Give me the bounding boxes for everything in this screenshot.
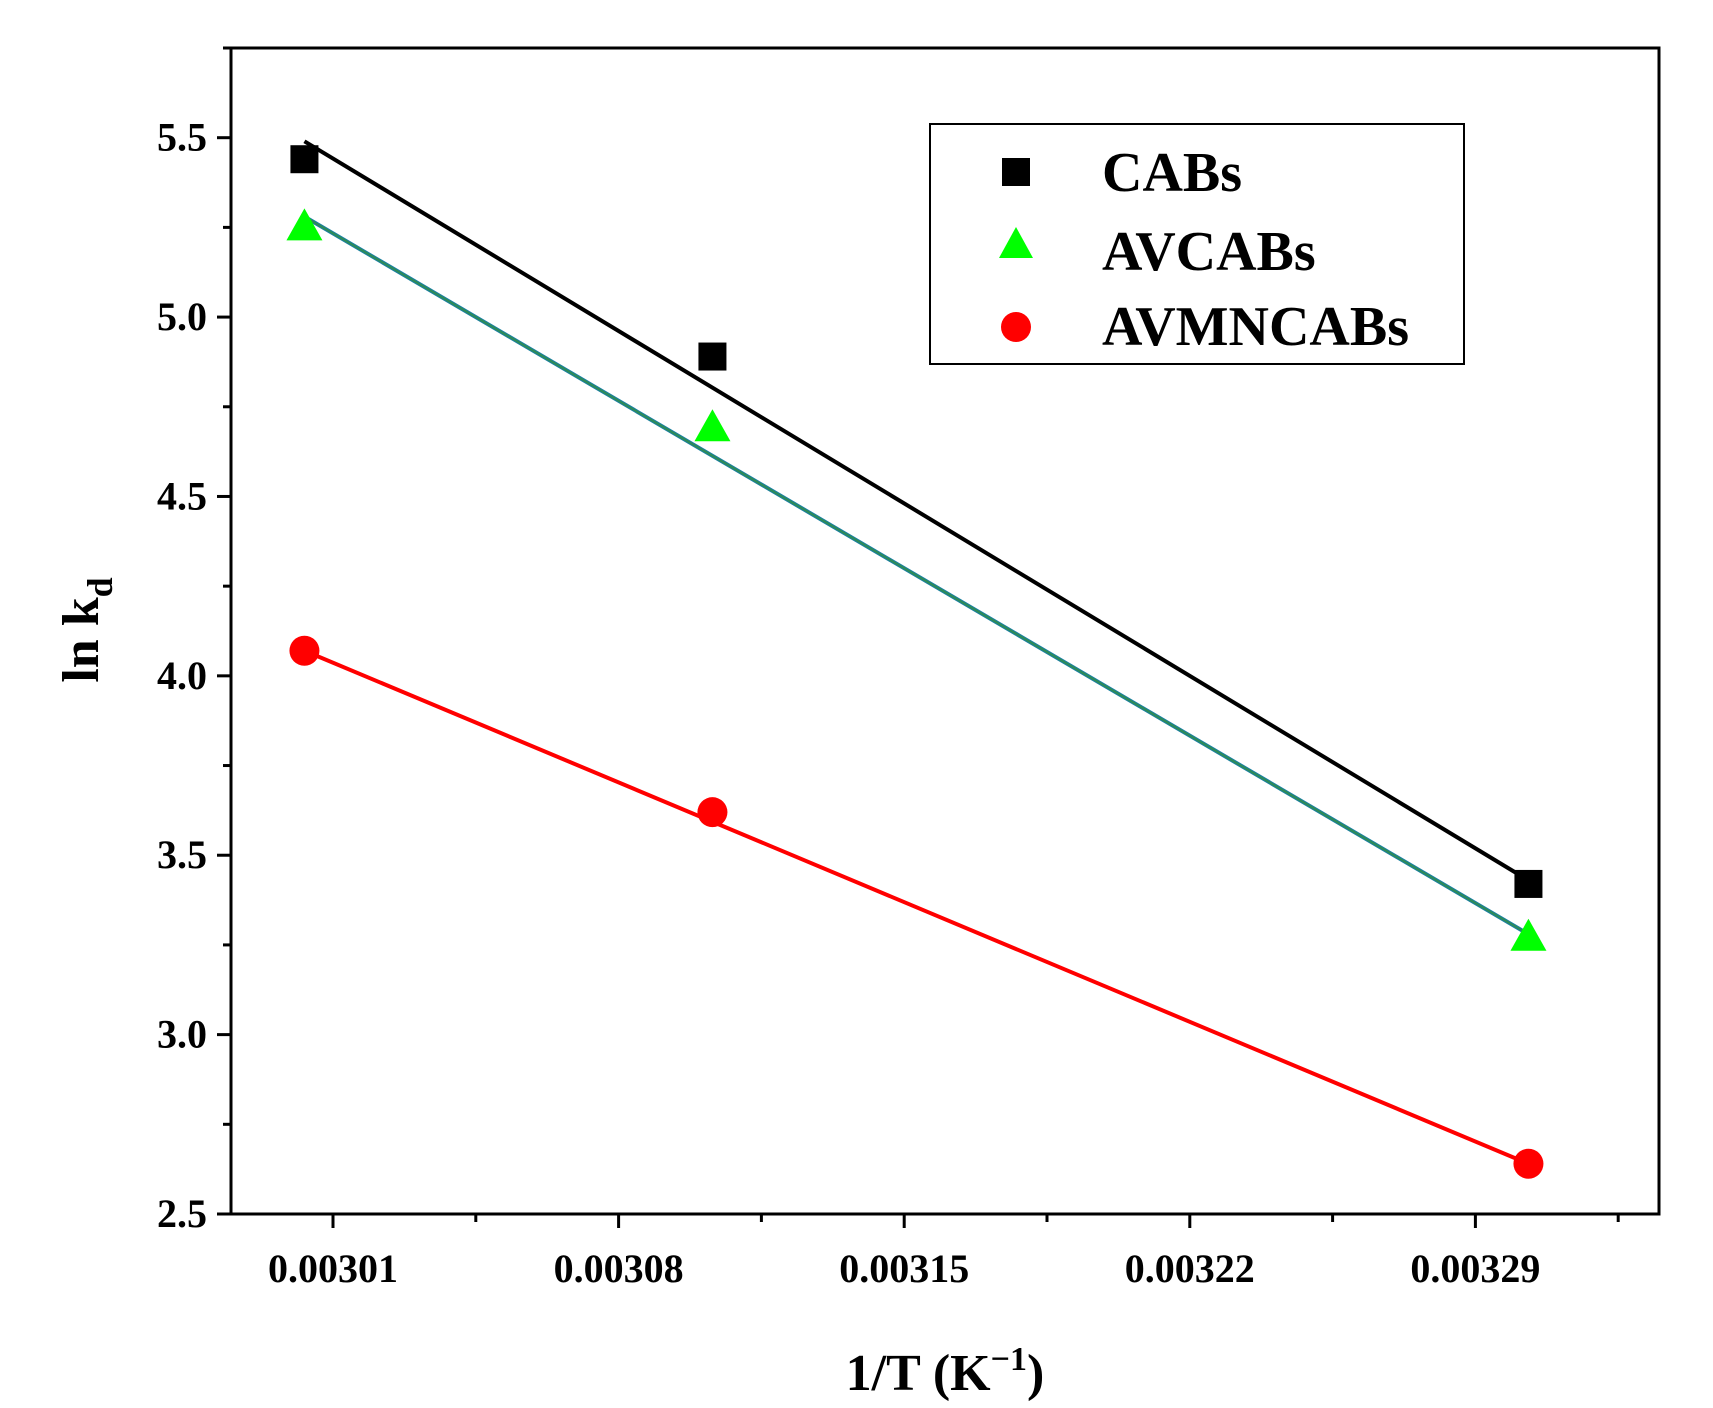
- x-axis-title: 1/T (K−1): [846, 1341, 1045, 1402]
- fit-line-avmncabs: [303, 648, 1530, 1166]
- point-avcabs: [694, 409, 731, 442]
- legend-label-cabs: CABs: [1102, 142, 1242, 204]
- x-tick-label: 0.00322: [1125, 1246, 1255, 1291]
- point-cabs: [290, 145, 319, 174]
- x-tick-label: 0.00329: [1410, 1246, 1540, 1291]
- y-tick-label: 3.5: [157, 832, 207, 877]
- legend-marker-avcabs: [999, 227, 1033, 258]
- y-tick-label: 2.5: [157, 1191, 207, 1236]
- x-tick-label: 0.00315: [839, 1246, 969, 1291]
- point-avmncabs: [697, 797, 728, 828]
- y-tick-label: 4.5: [157, 473, 207, 518]
- point-avcabs: [286, 208, 323, 241]
- legend-label-avcabs: AVCABs: [1102, 221, 1316, 283]
- plot-frame: [229, 46, 1661, 1216]
- legend-marker-avmncabs: [1001, 312, 1031, 342]
- y-axis-title: ln kd: [53, 577, 120, 682]
- point-avcabs: [1510, 918, 1547, 951]
- legend-marker-cabs: [1002, 158, 1030, 186]
- y-tick-label: 4.0: [157, 653, 207, 698]
- point-avmncabs: [289, 635, 320, 666]
- y-tick-label: 5.0: [157, 294, 207, 339]
- point-cabs: [1514, 869, 1543, 898]
- x-tick-label: 0.00301: [268, 1246, 398, 1291]
- legend-label-avmncabs: AVMNCABs: [1102, 296, 1409, 358]
- x-tick-label: 0.00308: [554, 1246, 684, 1291]
- legend: CABs AVCABs AVMNCABs: [929, 123, 1465, 365]
- point-avmncabs: [1513, 1148, 1544, 1179]
- fit-line-cabs: [303, 139, 1530, 883]
- y-tick-label: 5.5: [157, 115, 207, 160]
- fit-line-avcabs: [303, 215, 1529, 936]
- point-cabs: [698, 342, 727, 371]
- y-tick-label: 3.0: [157, 1012, 207, 1057]
